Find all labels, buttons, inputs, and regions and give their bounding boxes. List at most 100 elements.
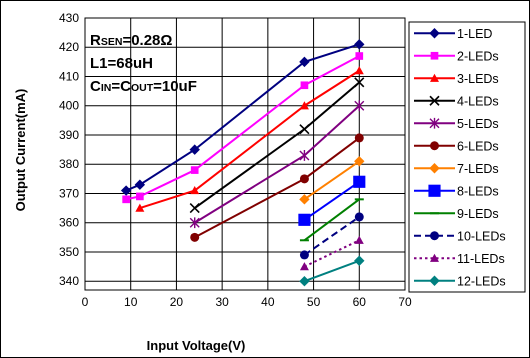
legend-box (408, 21, 526, 293)
data-point (429, 275, 440, 286)
legend-entry: 6-LEDs (414, 139, 499, 153)
legend-label: 4-LEDs (457, 94, 499, 108)
annotation-text: =0.28Ω (122, 32, 172, 49)
data-point (354, 255, 365, 266)
data-point (430, 253, 439, 262)
legend-entry: 2-LEDs (414, 49, 499, 63)
data-point (299, 56, 310, 68)
series-line (139, 69, 360, 210)
annotation-subscript: SEN (101, 36, 123, 48)
series (298, 175, 366, 226)
data-point (299, 276, 310, 287)
series-line (303, 216, 360, 256)
data-point (354, 66, 364, 75)
data-point (353, 175, 366, 188)
legend-entry: 8-LEDs (414, 184, 499, 198)
legend-entry: 5-LEDs (414, 117, 499, 131)
series (299, 212, 364, 260)
series (190, 133, 364, 242)
series (189, 100, 365, 229)
legend-entry: 9-LEDs (414, 207, 499, 221)
legend-entry: 3-LEDs (414, 72, 499, 86)
data-point (134, 179, 146, 190)
series (299, 156, 365, 205)
legend-label: 5-LEDs (457, 117, 499, 131)
series (189, 77, 365, 214)
y-tick-label: 400 (59, 99, 79, 113)
series (122, 52, 364, 204)
plot-area (84, 17, 406, 291)
series-line (303, 198, 360, 242)
series-group (120, 39, 366, 287)
data-point (299, 262, 309, 271)
y-tick-label: 340 (59, 274, 79, 288)
y-tick-label: 350 (59, 245, 79, 259)
data-point (300, 81, 309, 90)
annotation-text: R (90, 32, 101, 49)
annotation-line: RSEN=0.28Ω (90, 32, 172, 49)
data-point (428, 184, 441, 197)
series (120, 39, 365, 196)
legend-entry: 12-LEDs (414, 274, 506, 288)
x-tick-label: 70 (398, 295, 412, 309)
data-point (299, 124, 310, 135)
legend-label: 7-LEDs (457, 162, 499, 176)
data-point (122, 195, 130, 204)
series-line (303, 239, 360, 268)
data-point (354, 156, 365, 167)
data-point (429, 28, 440, 39)
y-axis-label: Output Current(mA) (13, 89, 28, 212)
data-point (354, 133, 364, 143)
annotation-line: CIN=COUT=10uF (90, 78, 197, 95)
series (299, 235, 364, 271)
y-tick-label: 410 (59, 69, 79, 83)
legend-entry: 7-LEDs (414, 162, 499, 176)
data-point (354, 212, 364, 222)
legend-label: 9-LEDs (457, 207, 499, 221)
data-point (430, 141, 439, 151)
series-line (303, 160, 360, 201)
x-tick-label: 0 (82, 295, 89, 309)
x-tick-label: 20 (170, 295, 184, 309)
data-point (430, 51, 439, 60)
legend-label: 1-LED (457, 27, 492, 41)
data-point (190, 166, 199, 174)
data-point (354, 235, 364, 244)
data-point (429, 95, 440, 106)
x-tick-label: 10 (124, 295, 138, 309)
data-point (354, 77, 365, 88)
y-tick-label: 420 (59, 40, 79, 54)
data-point (354, 39, 365, 50)
data-point (430, 231, 439, 241)
x-tick-label: 50 (307, 295, 321, 309)
data-point (355, 52, 364, 60)
legend-label: 2-LEDs (457, 49, 499, 63)
data-point (430, 73, 439, 82)
legend-entry: 1-LED (414, 27, 492, 41)
annotation-subscript: OUT (131, 82, 154, 94)
annotation-subscript: IN (101, 82, 112, 94)
annotation-text: =10uF (153, 78, 197, 95)
data-point (354, 100, 365, 112)
data-point (135, 203, 145, 212)
series (299, 255, 365, 287)
series (135, 66, 364, 212)
data-point (298, 213, 311, 226)
y-tick-label: 390 (59, 128, 79, 142)
data-point (190, 232, 200, 242)
axis-ticks: 340 350 360 370 380 390 400 410 420 430 0 10 20 30 40 5… (59, 11, 412, 309)
annotation-block: RSEN=0.28Ω L1=68uH CIN=COUT=10uF (90, 32, 197, 95)
y-tick-label: 430 (59, 11, 79, 25)
series-line (303, 180, 360, 221)
data-point (299, 194, 310, 205)
data-point (429, 117, 440, 129)
x-tick-label: 30 (215, 295, 229, 309)
x-tick-label: 40 (261, 295, 275, 309)
legend-label: 6-LEDs (457, 139, 499, 153)
legend-entry: 11-LEDs (414, 252, 505, 266)
y-tick-label: 370 (59, 186, 79, 200)
annotation-text: C (90, 78, 101, 95)
data-point (189, 217, 200, 229)
y-tick-label: 360 (59, 216, 79, 230)
